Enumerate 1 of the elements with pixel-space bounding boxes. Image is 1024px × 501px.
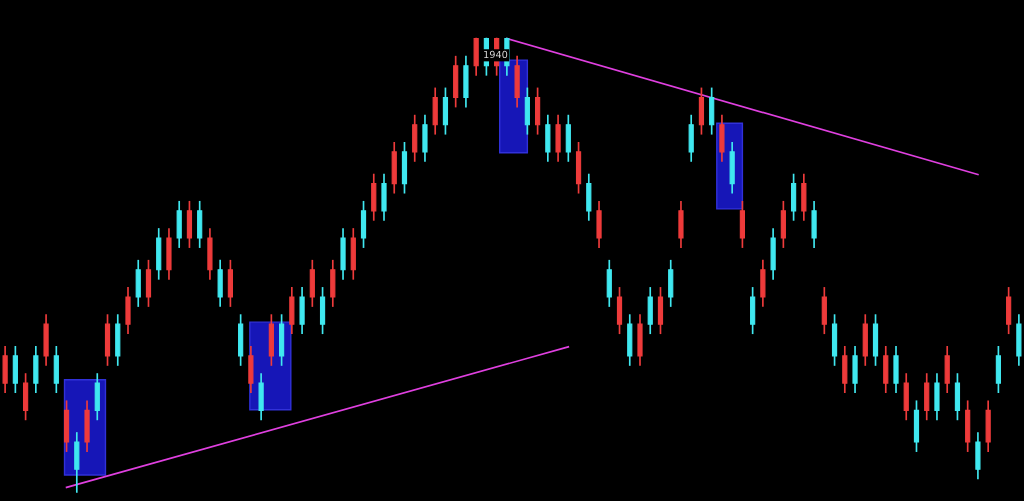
annotation: 1940	[484, 50, 508, 59]
